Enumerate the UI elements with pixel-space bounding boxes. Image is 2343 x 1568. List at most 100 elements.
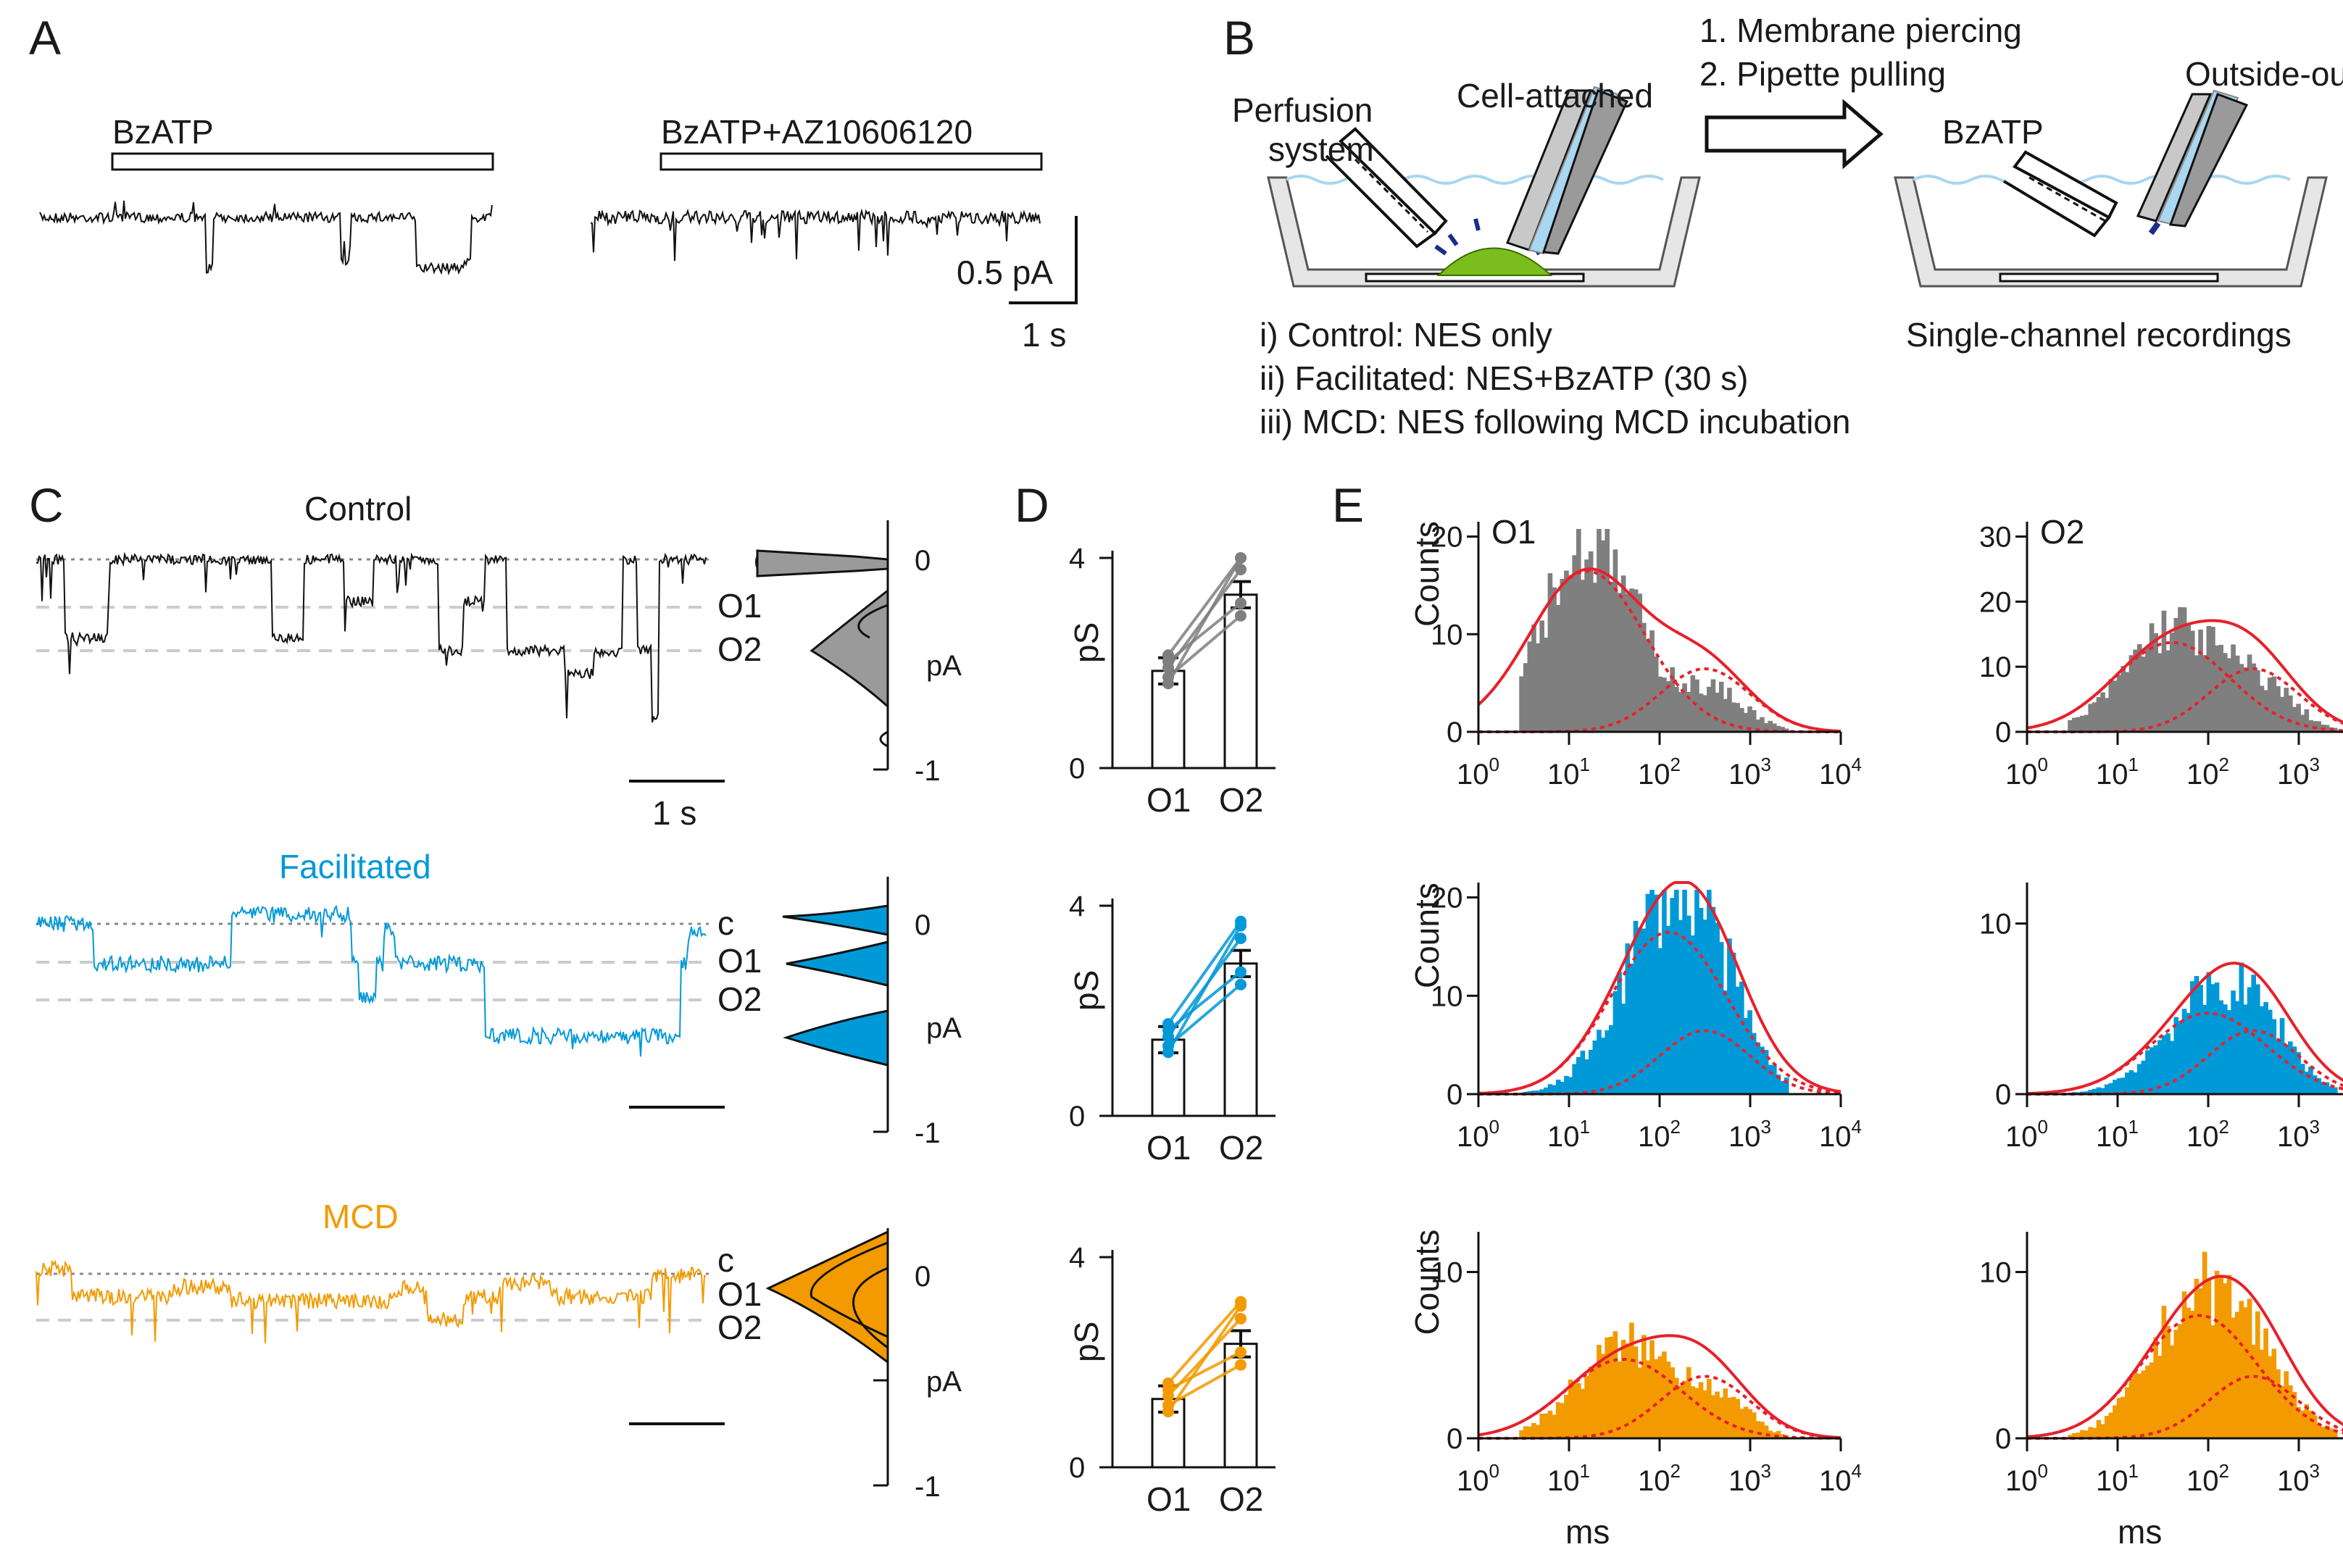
e-bar <box>2145 1050 2150 1094</box>
e-bar <box>2223 653 2228 732</box>
e-bar <box>2218 644 2223 732</box>
e-ytick-label: 0 <box>1447 1423 1462 1455</box>
e-bar <box>2202 1251 2207 1438</box>
e-bar <box>2165 650 2171 732</box>
e-xtick-label: 102 <box>1638 754 1681 791</box>
e-bar <box>2145 1365 2150 1438</box>
e-ytick-label: 0 <box>1995 1423 2011 1455</box>
e-bar <box>2190 630 2195 732</box>
d-tick-label: 4 <box>1069 543 1085 575</box>
scale-a-y-label: 0.5 pA <box>957 254 1053 291</box>
e-bar <box>1527 641 1533 732</box>
d-xtick-label: O1 <box>1146 1480 1191 1518</box>
arrow-icon <box>1705 99 1884 170</box>
e-bar <box>2092 1088 2097 1094</box>
e-bar <box>2088 704 2093 732</box>
e-bar <box>2190 981 2195 1094</box>
e-xtick-label: 104 <box>1819 1116 1862 1153</box>
e-bar <box>1620 575 1626 732</box>
e-bar <box>2113 680 2118 732</box>
e-bar <box>2247 1298 2252 1438</box>
e-bar <box>2231 644 2236 732</box>
e-bar <box>2068 1435 2073 1438</box>
d-xtick-label: O2 <box>1219 1480 1263 1518</box>
e-bar <box>1649 890 1655 1094</box>
d-point <box>1162 1377 1174 1389</box>
e-bar <box>2133 649 2138 732</box>
e-bar <box>2324 1425 2330 1438</box>
e-bar <box>1641 622 1647 732</box>
e-bar <box>1555 1080 1561 1094</box>
e-bar <box>2202 655 2207 732</box>
d-chart-2: 4 0 pS O1 O2 <box>1068 1242 1275 1518</box>
e-bar <box>2178 1324 2183 1438</box>
e-bar <box>1772 723 1777 732</box>
e-bar <box>1637 1367 1642 1438</box>
e-bar <box>2206 972 2212 1094</box>
e-bar <box>1641 1335 1647 1438</box>
e-bar <box>1763 1425 1769 1438</box>
mcd-title: MCD <box>322 1198 399 1235</box>
e-bar <box>2169 1345 2175 1438</box>
e-bar <box>1682 890 1687 1094</box>
e-fit-total <box>2026 619 2343 730</box>
bzatp-az-bar-label: BzATP+AZ10606120 <box>661 113 973 151</box>
e-bar <box>1694 679 1699 732</box>
e-bar <box>1600 540 1606 732</box>
e-bar <box>2088 1427 2093 1438</box>
e-bar <box>2096 697 2102 732</box>
d-point <box>1235 915 1247 927</box>
e-bar <box>2121 1396 2126 1438</box>
e-bar <box>1576 529 1581 732</box>
e-bar <box>1519 676 1524 732</box>
e-bar <box>1605 529 1610 732</box>
e-bar <box>1612 549 1618 732</box>
e-bar <box>2096 1087 2102 1094</box>
e-bar <box>1718 942 1724 1094</box>
e-bar <box>2141 1370 2147 1438</box>
e-xtick-label: 100 <box>2005 1116 2048 1153</box>
level-c-facilitated: c <box>717 904 734 942</box>
scale-c-x-label: 1 s <box>652 794 696 832</box>
e-bar <box>1597 1344 1602 1438</box>
e-bar <box>1751 1412 1757 1438</box>
e-bar <box>1544 637 1549 732</box>
e-bar <box>2239 664 2244 732</box>
e-bar <box>1690 1386 1696 1438</box>
e-ylabel: Counts <box>1408 1230 1446 1335</box>
e-bar <box>1694 890 1699 1094</box>
e-bar <box>2206 625 2212 732</box>
e-bar <box>2223 1283 2228 1438</box>
e-xtick-label: 104 <box>1819 754 1862 791</box>
e-xtick-label: 103 <box>1728 754 1771 791</box>
e-bar <box>1531 1090 1536 1094</box>
e-bar <box>2259 1006 2265 1094</box>
e-bar <box>1678 1385 1684 1438</box>
d-xtick-label: O2 <box>1219 781 1263 819</box>
e-bar <box>1629 588 1634 732</box>
e-bar <box>1727 688 1732 732</box>
panel-label-b: B <box>1223 11 1255 64</box>
e-bar <box>1784 728 1789 732</box>
e-bar <box>2276 1040 2281 1094</box>
e-bar <box>1670 667 1675 732</box>
trace-control <box>36 551 707 723</box>
e-bar <box>1539 1089 1544 1094</box>
d-tick-label: 0 <box>1069 1101 1085 1133</box>
bzatp-bar <box>111 152 494 171</box>
e-bar <box>2080 715 2085 732</box>
e-bar <box>1776 1074 1781 1094</box>
trace-a-bzatp <box>39 200 493 276</box>
e-xtick-label: 103 <box>2277 1116 2320 1153</box>
d-chart-1: 4 0 pS O1 O2 <box>1068 891 1275 1167</box>
e-bar <box>1784 1077 1789 1094</box>
d-paired-line <box>1167 614 1242 679</box>
e-xlabel-left: ms <box>1565 1513 1610 1551</box>
e-xtick-label: 100 <box>2005 754 2048 791</box>
e-ytick-label: 30 <box>1979 522 2012 554</box>
d-point <box>1235 1346 1247 1359</box>
e-bar <box>1637 927 1642 1094</box>
e-hist-0-1: 1001011021031040102030O2 <box>1979 513 2343 791</box>
c-tick-pa-mcd: pA <box>926 1366 962 1398</box>
bzatp-bar-label: BzATP <box>112 113 214 151</box>
